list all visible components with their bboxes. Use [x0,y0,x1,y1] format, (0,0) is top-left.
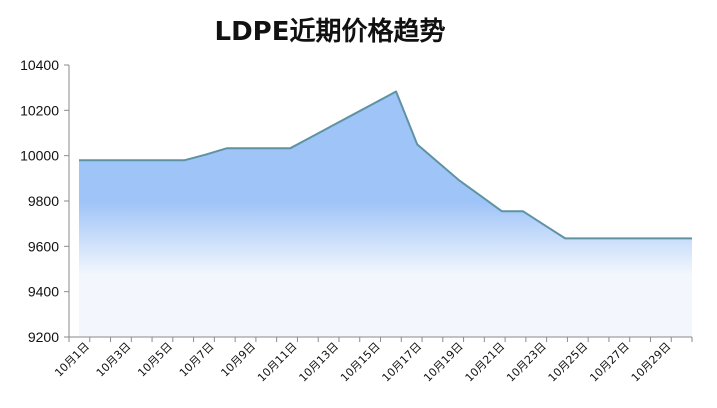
x-tick-label: 10月1日 [52,340,92,380]
chart-title: LDPE近期价格趋势 [215,16,446,47]
x-tick-label: 10月25日 [546,340,591,385]
y-tick-label: 10400 [20,57,59,73]
x-tick-label: 10月15日 [338,340,383,385]
x-tick-label: 10月27日 [587,340,632,385]
x-tick-label: 10月29日 [629,340,674,385]
x-tick-label: 10月9日 [218,340,258,380]
x-tick-label: 10月17日 [380,340,425,385]
x-tick-label: 10月13日 [297,340,342,385]
x-tick-label: 10月19日 [421,340,466,385]
y-tick-label: 10000 [20,148,59,164]
x-tick-label: 10月23日 [504,340,549,385]
y-tick-label: 9200 [28,329,59,345]
y-tick-label: 10200 [20,102,59,118]
x-tick-label: 10月11日 [255,340,300,385]
y-tick-label: 9800 [28,193,59,209]
x-tick-label: 10月3日 [94,340,134,380]
x-tick-label: 10月7日 [177,340,217,380]
x-tick-label: 10月21日 [463,340,508,385]
plot-area: 9200 9400 9600 9800 10000 10200 10400 10月1日 10月3… [20,57,693,384]
series-area-fill [79,91,692,338]
y-tick-label: 9600 [28,238,59,254]
y-tick-label: 9400 [28,284,59,300]
x-tick-label: 10月5日 [135,340,175,380]
series-line [79,90,692,240]
